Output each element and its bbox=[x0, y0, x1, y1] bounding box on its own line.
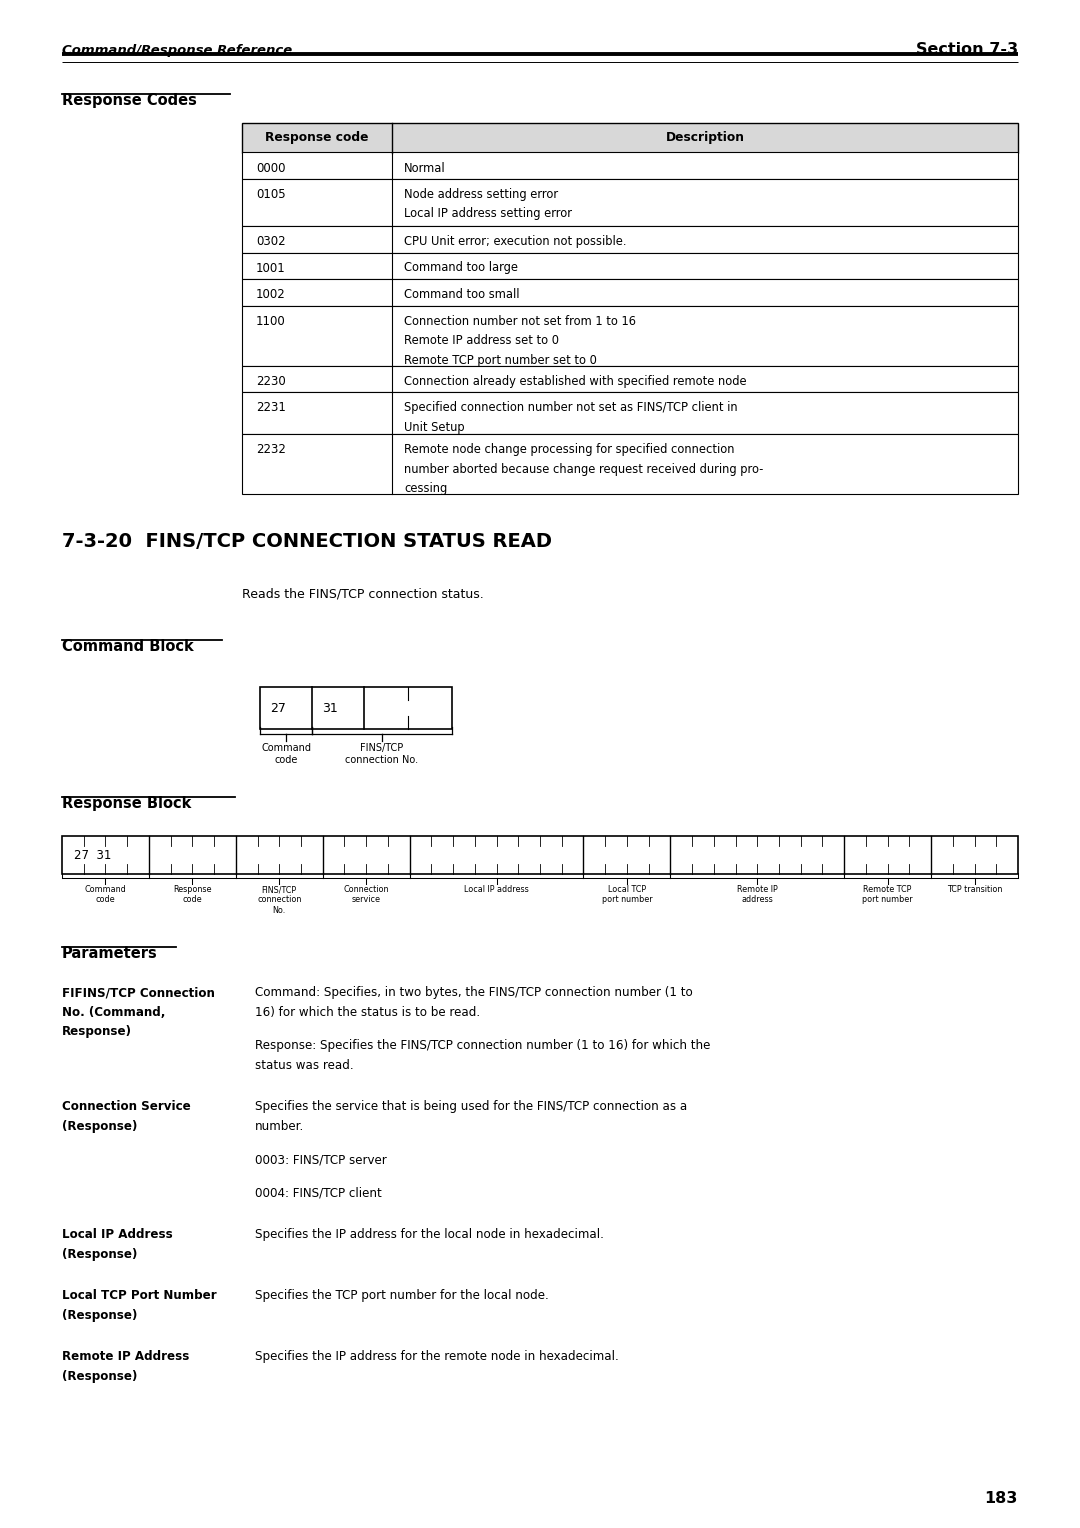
Text: 0302: 0302 bbox=[256, 235, 285, 248]
Text: Connection number not set from 1 to 16: Connection number not set from 1 to 16 bbox=[404, 315, 636, 327]
Text: number aborted because change request received during pro-: number aborted because change request re… bbox=[404, 463, 764, 475]
Text: Specifies the TCP port number for the local node.: Specifies the TCP port number for the lo… bbox=[255, 1290, 549, 1302]
Text: CPU Unit error; execution not possible.: CPU Unit error; execution not possible. bbox=[404, 235, 626, 248]
Text: Local TCP Port Number: Local TCP Port Number bbox=[62, 1290, 217, 1302]
Text: Local TCP
port number: Local TCP port number bbox=[602, 885, 652, 905]
Text: cessing: cessing bbox=[404, 481, 447, 495]
Text: 183: 183 bbox=[985, 1491, 1018, 1507]
Bar bbox=[242, 252, 1018, 280]
Text: Connection
service: Connection service bbox=[343, 885, 389, 905]
Text: 2231: 2231 bbox=[256, 400, 286, 414]
Bar bbox=[242, 280, 1018, 306]
Text: (Response): (Response) bbox=[62, 1369, 137, 1383]
Text: Remote TCP
port number: Remote TCP port number bbox=[862, 885, 913, 905]
Text: Section 7-3: Section 7-3 bbox=[916, 41, 1018, 57]
Text: FINS/TCP
connection
No.: FINS/TCP connection No. bbox=[257, 885, 301, 915]
Text: Response): Response) bbox=[62, 1025, 132, 1038]
Text: Normal: Normal bbox=[404, 162, 446, 174]
Bar bbox=[242, 393, 1018, 434]
Text: Command
code: Command code bbox=[84, 885, 126, 905]
Text: TCP transition: TCP transition bbox=[947, 885, 1002, 894]
Bar bbox=[242, 179, 1018, 226]
Text: 1001: 1001 bbox=[256, 261, 286, 275]
Text: Local IP Address: Local IP Address bbox=[62, 1229, 173, 1241]
Bar bbox=[62, 836, 1018, 874]
Text: 0003: FINS/TCP server: 0003: FINS/TCP server bbox=[255, 1154, 387, 1166]
Text: 7-3-20  FINS/TCP CONNECTION STATUS READ: 7-3-20 FINS/TCP CONNECTION STATUS READ bbox=[62, 532, 552, 552]
Text: Command too large: Command too large bbox=[404, 261, 518, 275]
Text: Local IP address setting error: Local IP address setting error bbox=[404, 208, 572, 220]
Bar bbox=[242, 365, 1018, 393]
Text: 27: 27 bbox=[270, 701, 286, 715]
Text: Command: Specifies, in two bytes, the FINS/TCP connection number (1 to: Command: Specifies, in two bytes, the FI… bbox=[255, 986, 692, 999]
Bar bbox=[242, 122, 1018, 153]
Text: Remote IP Address: Remote IP Address bbox=[62, 1351, 189, 1363]
Text: Response code: Response code bbox=[266, 131, 368, 144]
Text: Local IP address: Local IP address bbox=[464, 885, 529, 894]
Bar bbox=[242, 434, 1018, 494]
Text: Reads the FINS/TCP connection status.: Reads the FINS/TCP connection status. bbox=[242, 587, 484, 601]
Text: (Response): (Response) bbox=[62, 1308, 137, 1322]
Text: Command/Response Reference: Command/Response Reference bbox=[62, 44, 293, 57]
Text: 16) for which the status is to be read.: 16) for which the status is to be read. bbox=[255, 1005, 481, 1019]
Text: Specifies the IP address for the local node in hexadecimal.: Specifies the IP address for the local n… bbox=[255, 1229, 604, 1241]
Text: 1002: 1002 bbox=[256, 287, 286, 301]
Text: 0000: 0000 bbox=[256, 162, 285, 174]
Text: (Response): (Response) bbox=[62, 1120, 137, 1132]
Text: Command too small: Command too small bbox=[404, 287, 519, 301]
Bar bbox=[260, 688, 453, 729]
Text: 2232: 2232 bbox=[256, 443, 286, 455]
Bar bbox=[242, 226, 1018, 252]
Text: Response: Specifies the FINS/TCP connection number (1 to 16) for which the: Response: Specifies the FINS/TCP connect… bbox=[255, 1039, 711, 1051]
Text: status was read.: status was read. bbox=[255, 1059, 353, 1071]
Text: 0004: FINS/TCP client: 0004: FINS/TCP client bbox=[255, 1187, 381, 1199]
Text: Command Block: Command Block bbox=[62, 639, 193, 654]
Text: Response
code: Response code bbox=[173, 885, 212, 905]
Text: Remote IP address set to 0: Remote IP address set to 0 bbox=[404, 335, 559, 347]
Bar bbox=[242, 153, 1018, 179]
Text: 27  31: 27 31 bbox=[75, 848, 111, 862]
Text: Description: Description bbox=[665, 131, 744, 144]
Text: Response Codes: Response Codes bbox=[62, 93, 197, 108]
Text: (Response): (Response) bbox=[62, 1247, 137, 1261]
Text: FINS/TCP
connection No.: FINS/TCP connection No. bbox=[346, 743, 419, 764]
Text: Remote IP
address: Remote IP address bbox=[737, 885, 778, 905]
Text: number.: number. bbox=[255, 1120, 305, 1132]
Text: Unit Setup: Unit Setup bbox=[404, 420, 464, 434]
Text: Response Block: Response Block bbox=[62, 796, 191, 811]
Text: Command
code: Command code bbox=[261, 743, 311, 764]
Text: 2230: 2230 bbox=[256, 374, 286, 388]
Text: Parameters: Parameters bbox=[62, 946, 158, 961]
Text: Specified connection number not set as FINS/TCP client in: Specified connection number not set as F… bbox=[404, 400, 738, 414]
Text: Specifies the IP address for the remote node in hexadecimal.: Specifies the IP address for the remote … bbox=[255, 1351, 619, 1363]
Text: Remote TCP port number set to 0: Remote TCP port number set to 0 bbox=[404, 353, 597, 367]
Text: 1100: 1100 bbox=[256, 315, 286, 327]
Text: No. (Command,: No. (Command, bbox=[62, 1005, 165, 1019]
Text: Node address setting error: Node address setting error bbox=[404, 188, 558, 202]
Text: Connection Service: Connection Service bbox=[62, 1100, 191, 1112]
Text: Remote node change processing for specified connection: Remote node change processing for specif… bbox=[404, 443, 734, 455]
Text: FIFINS/TCP Connection: FIFINS/TCP Connection bbox=[62, 986, 215, 999]
Bar bbox=[242, 306, 1018, 365]
Text: 31: 31 bbox=[322, 701, 338, 715]
Text: Specifies the service that is being used for the FINS/TCP connection as a: Specifies the service that is being used… bbox=[255, 1100, 687, 1112]
Text: Connection already established with specified remote node: Connection already established with spec… bbox=[404, 374, 746, 388]
Text: 0105: 0105 bbox=[256, 188, 285, 202]
